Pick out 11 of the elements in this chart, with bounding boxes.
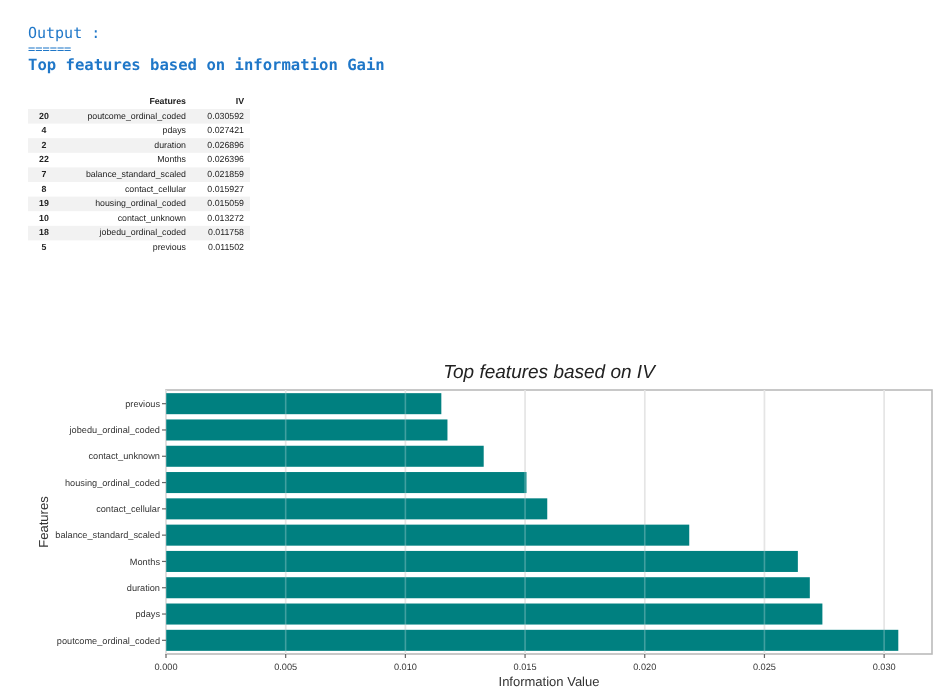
bar [166, 577, 810, 599]
bar [166, 472, 527, 494]
bar [166, 498, 548, 520]
bar [166, 550, 798, 572]
bar [166, 629, 899, 651]
bar [166, 393, 442, 415]
bar [166, 603, 823, 625]
chart-title: Top features based on IV [443, 362, 659, 384]
bar [166, 524, 690, 546]
bar [166, 419, 448, 441]
bar [166, 445, 484, 467]
